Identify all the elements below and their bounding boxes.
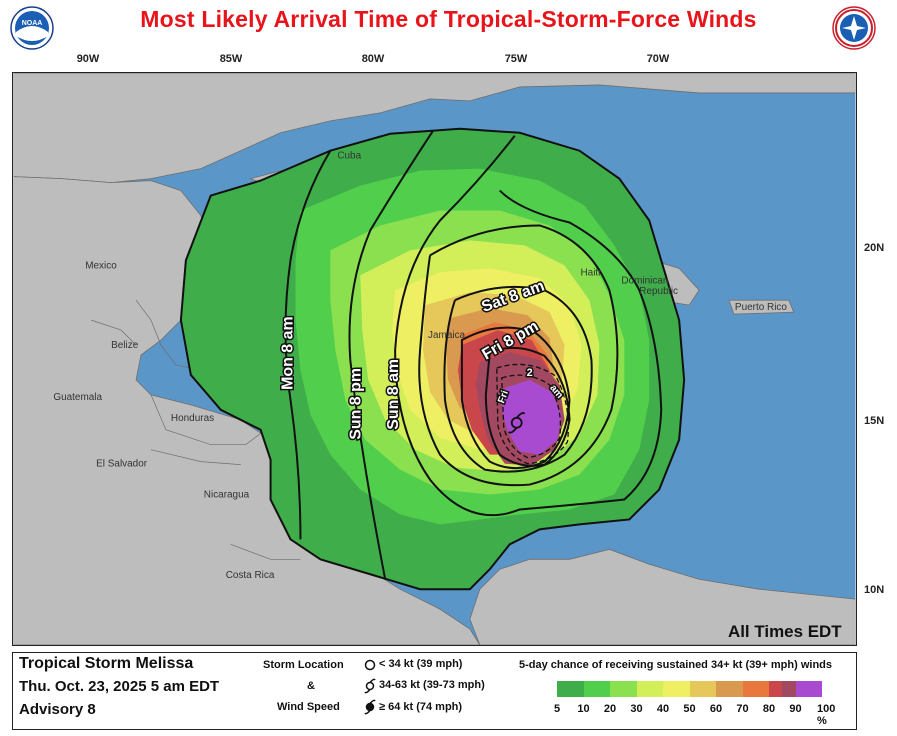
place-mexico: Mexico bbox=[85, 260, 117, 271]
svg-text:NOAA: NOAA bbox=[22, 20, 43, 27]
swatch-4 bbox=[663, 681, 690, 697]
swatch-2 bbox=[610, 681, 637, 697]
place-honduras: Honduras bbox=[171, 413, 214, 424]
map-canvas: Cuba Mexico Belize Guatemala Honduras El… bbox=[12, 72, 857, 646]
storm-location-icon bbox=[507, 412, 526, 434]
place-names: Cuba Mexico Belize Guatemala Honduras El… bbox=[53, 151, 787, 582]
arrival-contours bbox=[179, 127, 686, 591]
tick-8: 80 bbox=[762, 703, 776, 715]
times-note: All Times EDT bbox=[728, 622, 842, 641]
key-wind-speed: Wind Speed bbox=[277, 701, 340, 713]
lon-label-70w: 70W bbox=[646, 53, 670, 65]
key-item-weak: < 34 kt (39 mph) bbox=[379, 658, 463, 670]
tick-10: 100 % bbox=[817, 703, 836, 727]
probability-title: 5-day chance of receiving sustained 34+ … bbox=[519, 659, 832, 671]
inner-dashed-contours bbox=[496, 363, 569, 465]
key-item-hurricane: ≥ 64 kt (74 mph) bbox=[379, 701, 463, 713]
page-title: Most Likely Arrival Time of Tropical-Sto… bbox=[140, 6, 757, 32]
storm-name: Tropical Storm Melissa bbox=[19, 655, 194, 672]
place-guatemala: Guatemala bbox=[53, 392, 102, 403]
tick-3: 30 bbox=[630, 703, 643, 715]
tick-9: 90 bbox=[789, 703, 802, 715]
swath-100 bbox=[501, 379, 562, 455]
place-belize: Belize bbox=[111, 340, 139, 351]
storm-advisory: Advisory 8 bbox=[19, 701, 96, 718]
label-fri-2am-num: 2 bbox=[527, 367, 533, 379]
place-nicaragua: Nicaragua bbox=[204, 490, 250, 501]
swatch-3 bbox=[636, 681, 663, 697]
noaa-logo-icon: NOAA bbox=[10, 6, 54, 50]
place-cuba: Cuba bbox=[337, 151, 361, 162]
tick-2: 20 bbox=[603, 703, 617, 715]
place-dominican-1: Dominican bbox=[621, 275, 668, 286]
place-jamaica: Jamaica bbox=[428, 330, 466, 341]
lat-label-10n: 10N bbox=[864, 584, 885, 596]
tropical-storm-icon bbox=[364, 678, 376, 694]
swatch-1 bbox=[583, 681, 610, 697]
hurricane-icon bbox=[364, 699, 376, 715]
lon-label-75w: 75W bbox=[504, 53, 528, 65]
place-puerto-rico: Puerto Rico bbox=[735, 302, 787, 313]
nws-logo-icon bbox=[832, 6, 876, 50]
swatch-7 bbox=[742, 681, 769, 697]
swatch-9 bbox=[782, 681, 796, 697]
key-amp: & bbox=[307, 680, 315, 692]
tick-6: 60 bbox=[709, 703, 723, 715]
tick-1: 10 bbox=[577, 703, 590, 715]
place-haiti: Haiti bbox=[580, 267, 600, 278]
tick-0: 5 bbox=[553, 703, 561, 715]
weak-storm-icon bbox=[364, 659, 376, 671]
key-storm-location: Storm Location bbox=[263, 659, 344, 671]
swatch-0 bbox=[557, 681, 584, 697]
key-item-ts: 34-63 kt (39-73 mph) bbox=[379, 679, 485, 691]
label-sun-8am: Sun 8 am bbox=[385, 359, 402, 430]
lon-label-85w: 85W bbox=[219, 53, 243, 65]
lat-label-15n: 15N bbox=[864, 415, 885, 427]
tick-7: 70 bbox=[736, 703, 749, 715]
label-mon-8am: Mon 8 am bbox=[279, 316, 296, 390]
place-dominican-2: Republic bbox=[639, 286, 678, 297]
place-el-salvador: El Salvador bbox=[96, 459, 148, 470]
label-sun-8pm: Sun 8 pm bbox=[347, 368, 364, 440]
swatch-5 bbox=[689, 681, 716, 697]
tick-4: 40 bbox=[656, 703, 670, 715]
lat-label-20n: 20N bbox=[864, 242, 885, 254]
lon-label-80w: 80W bbox=[361, 53, 385, 65]
borders bbox=[91, 265, 615, 560]
swatch-6 bbox=[716, 681, 743, 697]
tick-5: 50 bbox=[683, 703, 696, 715]
legend-panel: Tropical Storm Melissa Thu. Oct. 23, 202… bbox=[12, 652, 857, 730]
storm-date: Thu. Oct. 23, 2025 5 am EDT bbox=[19, 678, 220, 695]
swatch-10 bbox=[795, 681, 822, 697]
lon-label-90w: 90W bbox=[76, 53, 100, 65]
place-costa-rica: Costa Rica bbox=[226, 570, 275, 581]
